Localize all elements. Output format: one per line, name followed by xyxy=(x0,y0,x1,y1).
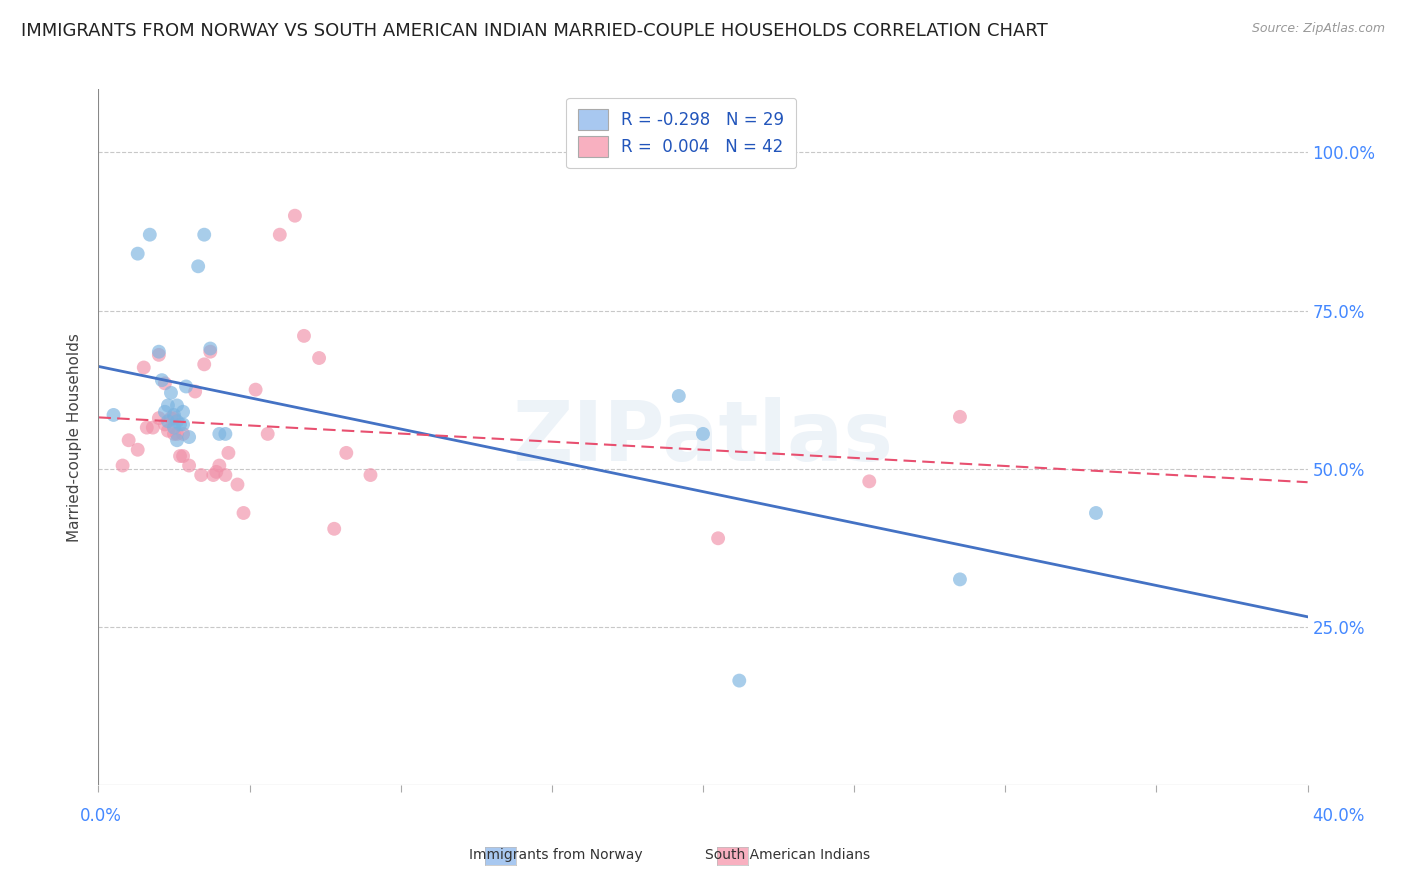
Point xyxy=(200,344,222,359)
Point xyxy=(127,246,149,260)
Point xyxy=(132,360,155,375)
Point xyxy=(692,426,714,441)
Point xyxy=(156,399,179,413)
Point xyxy=(214,426,236,441)
Point xyxy=(193,357,215,371)
Point xyxy=(135,420,157,434)
Point xyxy=(269,227,291,242)
Text: Immigrants from Norway: Immigrants from Norway xyxy=(468,847,643,862)
Point xyxy=(214,468,236,483)
Point xyxy=(190,468,212,483)
Point xyxy=(202,468,225,483)
Point xyxy=(949,573,972,587)
Point xyxy=(172,449,194,463)
Point xyxy=(153,417,176,432)
Point xyxy=(205,465,228,479)
Point xyxy=(169,417,191,432)
Point xyxy=(166,414,188,428)
Point xyxy=(156,414,179,428)
Point xyxy=(184,384,207,399)
Point xyxy=(193,227,215,242)
Text: IMMIGRANTS FROM NORWAY VS SOUTH AMERICAN INDIAN MARRIED-COUPLE HOUSEHOLDS CORREL: IMMIGRANTS FROM NORWAY VS SOUTH AMERICAN… xyxy=(21,22,1047,40)
Text: 40.0%: 40.0% xyxy=(1312,807,1365,825)
Point xyxy=(153,405,176,419)
Point xyxy=(166,399,188,413)
Point xyxy=(150,373,173,387)
Point xyxy=(111,458,134,473)
Point xyxy=(118,434,141,448)
Point xyxy=(335,446,357,460)
Point xyxy=(728,673,751,688)
Point xyxy=(226,477,249,491)
Point xyxy=(949,409,972,424)
Point xyxy=(707,531,730,545)
Point xyxy=(148,348,170,362)
Point xyxy=(153,376,176,391)
Point xyxy=(217,446,239,460)
Point xyxy=(1085,506,1108,520)
Point xyxy=(160,385,183,400)
Point xyxy=(208,458,231,473)
Point xyxy=(127,442,149,457)
Legend: R = -0.298   N = 29, R =  0.004   N = 42: R = -0.298 N = 29, R = 0.004 N = 42 xyxy=(567,97,796,169)
Point xyxy=(169,449,191,463)
Point xyxy=(172,405,194,419)
Point xyxy=(232,506,254,520)
Point xyxy=(148,411,170,425)
Point xyxy=(245,383,267,397)
Text: South American Indians: South American Indians xyxy=(704,847,870,862)
Text: 0.0%: 0.0% xyxy=(80,807,122,825)
Point xyxy=(858,475,880,489)
Point xyxy=(179,430,201,444)
Point xyxy=(148,344,170,359)
Point xyxy=(174,379,197,393)
Point xyxy=(156,424,179,438)
Point xyxy=(668,389,690,403)
Point xyxy=(163,411,186,425)
Point xyxy=(163,426,186,441)
Point xyxy=(200,342,222,356)
Point xyxy=(172,417,194,432)
Point xyxy=(179,458,201,473)
Text: ZIPatlas: ZIPatlas xyxy=(513,397,893,477)
Point xyxy=(284,209,307,223)
Point xyxy=(308,351,330,365)
Point xyxy=(103,408,125,422)
Point xyxy=(160,411,183,425)
Text: Source: ZipAtlas.com: Source: ZipAtlas.com xyxy=(1251,22,1385,36)
Point xyxy=(208,426,231,441)
Point xyxy=(323,522,346,536)
Point xyxy=(163,408,186,422)
Point xyxy=(139,227,162,242)
Point xyxy=(256,426,278,441)
Point xyxy=(166,426,188,441)
Point xyxy=(360,468,382,483)
Point xyxy=(292,329,315,343)
Point xyxy=(142,420,165,434)
Point xyxy=(172,426,194,441)
Point xyxy=(163,420,186,434)
Y-axis label: Married-couple Households: Married-couple Households xyxy=(67,333,83,541)
Point xyxy=(187,260,209,274)
Point xyxy=(166,434,188,448)
